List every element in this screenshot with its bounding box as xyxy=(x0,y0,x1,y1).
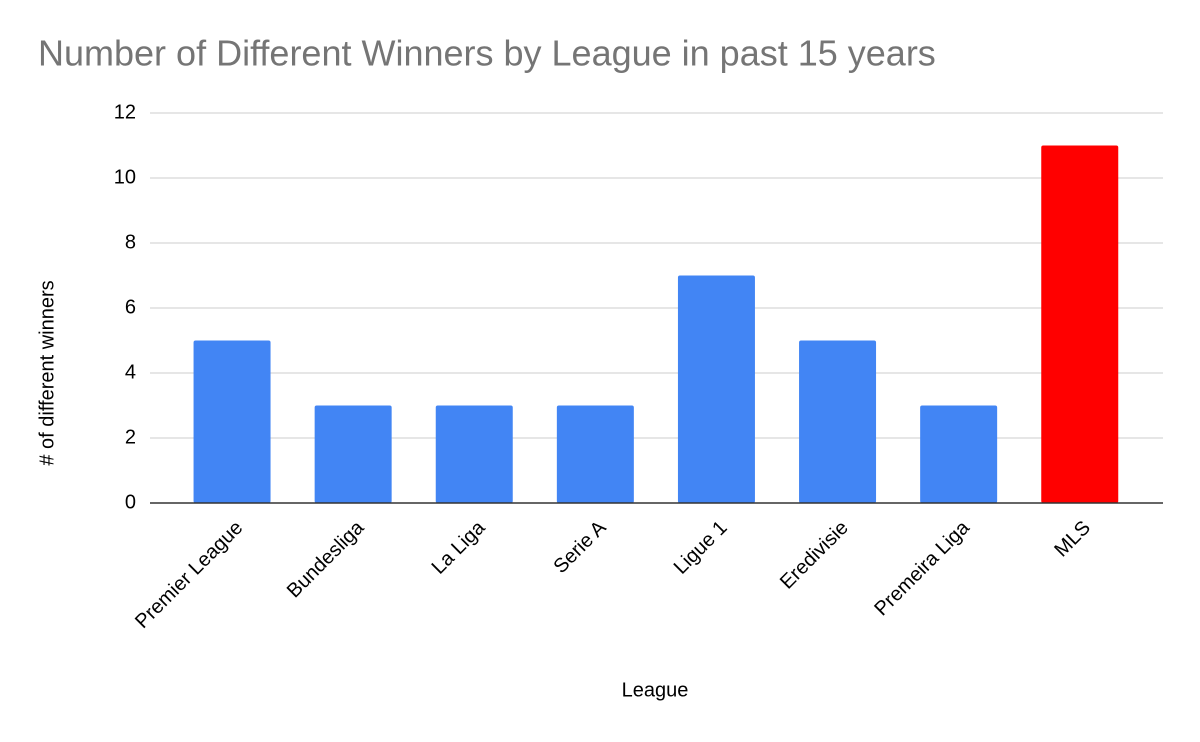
y-tick-label: 0 xyxy=(125,491,136,513)
bar xyxy=(314,405,392,503)
chart-title: Number of Different Winners by League in… xyxy=(38,33,936,74)
bar xyxy=(799,340,877,503)
x-axis-label: League xyxy=(622,679,689,701)
y-axis-label: # of different winners xyxy=(36,280,58,465)
y-tick-label: 10 xyxy=(114,166,136,188)
bar xyxy=(193,340,271,503)
y-tick-label: 12 xyxy=(114,101,136,123)
bar xyxy=(920,405,998,503)
y-tick-label: 8 xyxy=(125,231,136,253)
bar xyxy=(677,275,755,503)
bar xyxy=(556,405,634,503)
bar xyxy=(1041,145,1119,503)
bar xyxy=(435,405,513,503)
y-tick-label: 2 xyxy=(125,426,136,448)
y-tick-label: 6 xyxy=(125,296,136,318)
y-tick-label: 4 xyxy=(125,361,136,383)
